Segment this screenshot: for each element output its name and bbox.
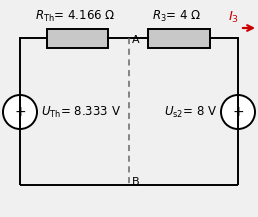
Text: $R_3$= 4 Ω: $R_3$= 4 Ω — [152, 9, 201, 24]
Text: B: B — [132, 177, 140, 187]
Text: +: + — [14, 105, 26, 119]
Bar — [47, 29, 108, 48]
Text: $U_\mathrm{Th}$= 8.333 V: $U_\mathrm{Th}$= 8.333 V — [41, 104, 121, 120]
Circle shape — [3, 95, 37, 129]
Text: +: + — [232, 105, 244, 119]
Text: $I_3$: $I_3$ — [228, 10, 239, 25]
Text: A: A — [132, 35, 140, 45]
Text: $U_\mathrm{s2}$= 8 V: $U_\mathrm{s2}$= 8 V — [164, 104, 217, 120]
Circle shape — [221, 95, 255, 129]
Text: $R_\mathrm{Th}$= 4.166 Ω: $R_\mathrm{Th}$= 4.166 Ω — [35, 9, 116, 24]
Bar — [148, 29, 210, 48]
